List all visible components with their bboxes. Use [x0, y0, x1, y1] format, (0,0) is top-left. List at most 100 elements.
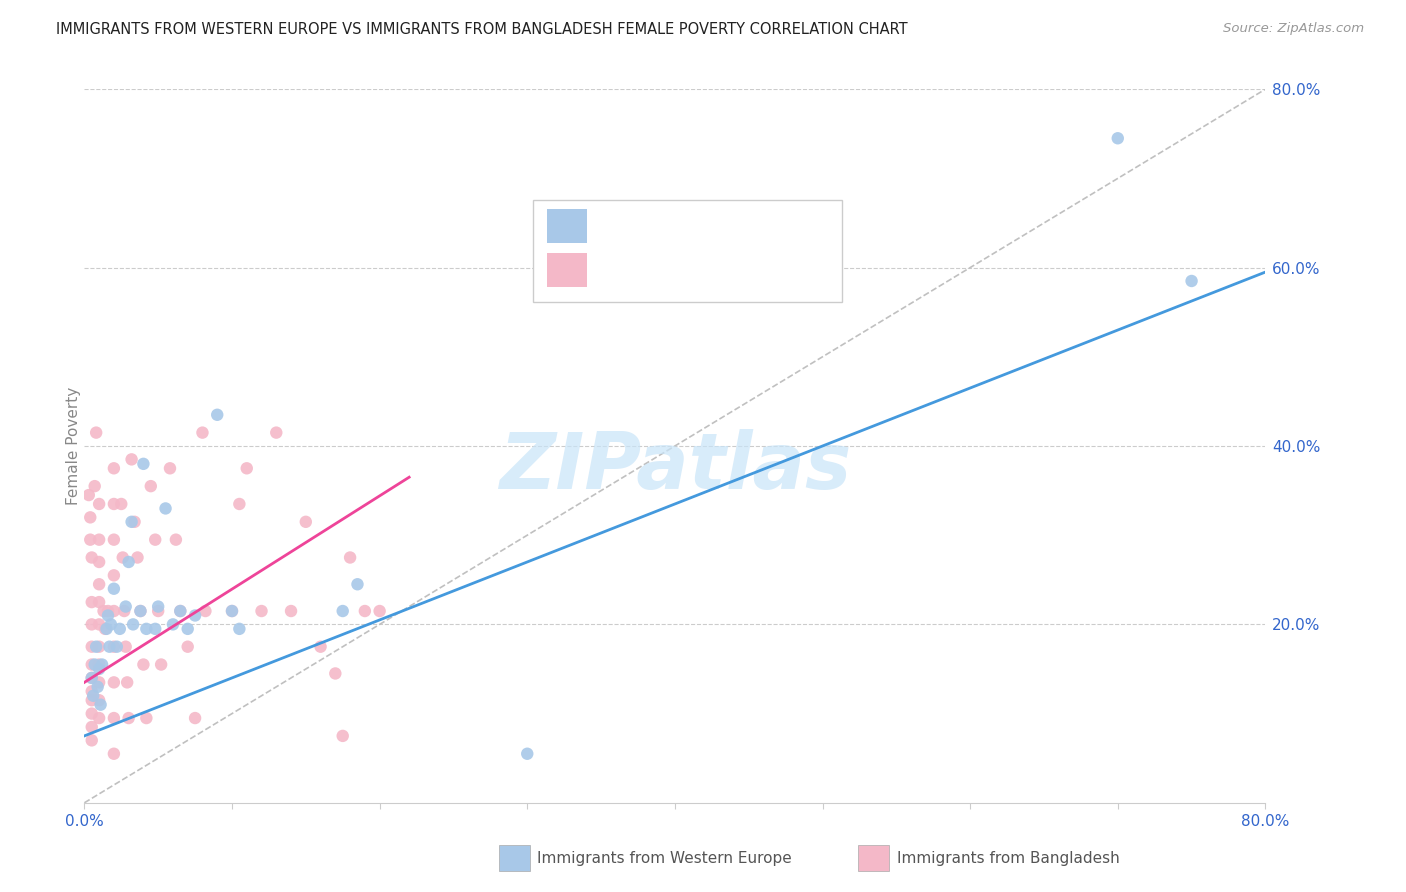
Point — [89, 640, 111, 654]
Point — [177, 640, 200, 654]
Point — [89, 711, 111, 725]
Point — [309, 640, 332, 654]
Point — [191, 425, 214, 440]
Point — [177, 622, 200, 636]
Point — [80, 706, 103, 721]
Point — [103, 747, 125, 761]
Point — [121, 515, 143, 529]
Point — [110, 497, 132, 511]
Point — [96, 622, 118, 636]
Point — [194, 604, 217, 618]
Text: ZIPatlas: ZIPatlas — [499, 429, 851, 506]
Point — [159, 461, 181, 475]
Point — [79, 533, 101, 547]
Point — [103, 582, 125, 596]
Text: N = 37: N = 37 — [723, 213, 786, 231]
Point — [129, 604, 152, 618]
Point — [118, 711, 141, 725]
Text: R = 0.417: R = 0.417 — [600, 258, 690, 276]
Point — [80, 617, 103, 632]
Point — [114, 599, 136, 614]
Point — [221, 604, 243, 618]
Point — [221, 604, 243, 618]
Point — [83, 479, 105, 493]
Point — [368, 604, 391, 618]
Point — [169, 604, 191, 618]
Point — [332, 604, 354, 618]
Point — [89, 693, 111, 707]
Point — [250, 604, 273, 618]
Point — [118, 555, 141, 569]
Point — [80, 733, 103, 747]
Point — [148, 599, 170, 614]
Point — [132, 457, 155, 471]
Point — [94, 622, 117, 636]
Point — [89, 657, 111, 672]
Text: Source: ZipAtlas.com: Source: ZipAtlas.com — [1223, 22, 1364, 36]
Point — [103, 640, 125, 654]
Point — [98, 640, 121, 654]
Point — [103, 533, 125, 547]
Point — [323, 666, 347, 681]
Point — [77, 488, 100, 502]
Point — [93, 604, 115, 618]
Text: IMMIGRANTS FROM WESTERN EUROPE VS IMMIGRANTS FROM BANGLADESH FEMALE POVERTY CORR: IMMIGRANTS FROM WESTERN EUROPE VS IMMIGR… — [56, 22, 908, 37]
Point — [132, 657, 155, 672]
Point — [115, 675, 138, 690]
Point — [80, 720, 103, 734]
Point — [354, 604, 377, 618]
Point — [184, 711, 207, 725]
Point — [103, 604, 125, 618]
Point — [89, 533, 111, 547]
Point — [105, 640, 128, 654]
Point — [127, 550, 149, 565]
Point — [339, 550, 361, 565]
Point — [80, 595, 103, 609]
Point — [89, 497, 111, 511]
Point — [155, 501, 177, 516]
Point — [80, 684, 103, 698]
Point — [82, 689, 104, 703]
Point — [89, 555, 111, 569]
Point — [84, 425, 107, 440]
Point — [114, 640, 136, 654]
Point — [89, 675, 111, 690]
Point — [516, 747, 538, 761]
Point — [135, 622, 157, 636]
Point — [80, 693, 103, 707]
Point — [89, 617, 111, 632]
Point — [103, 461, 125, 475]
Point — [97, 608, 120, 623]
Point — [129, 604, 152, 618]
Text: Immigrants from Bangladesh: Immigrants from Bangladesh — [897, 851, 1119, 865]
Point — [80, 550, 103, 565]
Point — [346, 577, 368, 591]
Point — [135, 711, 157, 725]
Point — [184, 608, 207, 623]
Point — [112, 604, 135, 618]
Point — [91, 657, 114, 672]
Point — [169, 604, 191, 618]
Point — [100, 617, 122, 632]
Point — [162, 617, 184, 632]
Point — [103, 711, 125, 725]
Point — [103, 675, 125, 690]
Point — [165, 533, 187, 547]
Point — [143, 622, 166, 636]
Point — [103, 497, 125, 511]
Point — [89, 662, 111, 676]
Point — [111, 550, 134, 565]
Point — [1107, 131, 1129, 145]
Point — [90, 698, 112, 712]
Text: Immigrants from Western Europe: Immigrants from Western Europe — [537, 851, 792, 865]
Point — [139, 479, 162, 493]
Point — [89, 595, 111, 609]
Point — [80, 671, 103, 685]
Point — [80, 671, 103, 685]
Point — [124, 515, 146, 529]
Point — [80, 657, 103, 672]
Point — [86, 680, 108, 694]
Point — [236, 461, 259, 475]
Point — [150, 657, 173, 672]
Point — [79, 510, 101, 524]
